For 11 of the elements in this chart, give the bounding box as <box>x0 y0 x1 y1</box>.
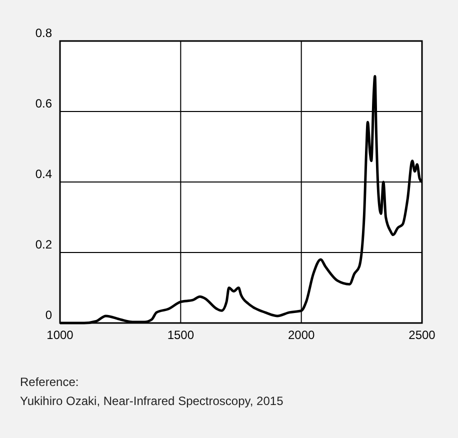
x-tick-label: 2500 <box>408 328 436 342</box>
y-tick-label: 0.6 <box>35 96 52 110</box>
x-tick-label: 1500 <box>167 328 194 342</box>
y-tick-label: 0.8 <box>35 26 52 40</box>
y-tick-label: 0.2 <box>35 238 52 252</box>
y-tick-label: 0 <box>45 308 52 322</box>
y-tick-label: 0.4 <box>35 167 52 181</box>
text: Reference: <box>20 375 79 389</box>
x-tick-label: 2000 <box>288 328 316 342</box>
text: Yukihiro Ozaki, Near-Infrared Spectroscopy, 2015 <box>20 394 284 408</box>
x-tick-label: 1000 <box>46 328 74 342</box>
